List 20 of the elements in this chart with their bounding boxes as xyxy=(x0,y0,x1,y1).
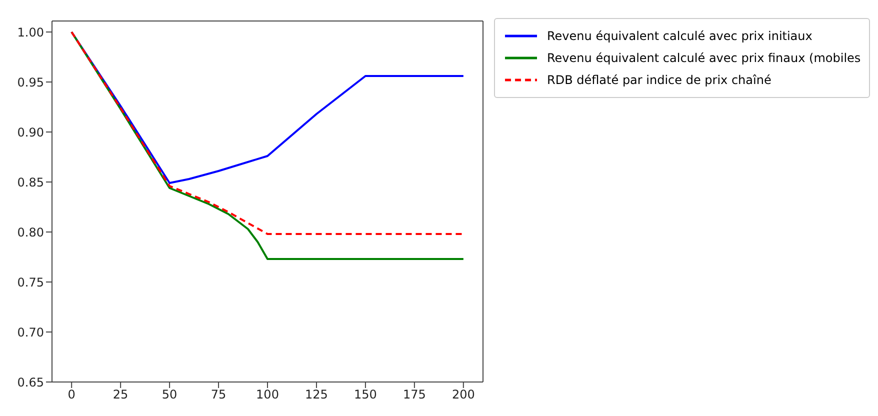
y-tick-label: 0.80 xyxy=(17,225,44,240)
y-tick-label: 0.75 xyxy=(17,275,44,290)
x-tick-label: 200 xyxy=(452,388,475,402)
x-tick-label: 175 xyxy=(402,388,426,402)
x-tick-label: 25 xyxy=(112,388,128,402)
legend-label: RDB déflaté par indice de prix chaîné xyxy=(547,73,772,87)
y-tick-label: 1.00 xyxy=(17,25,44,40)
y-tick-label: 0.85 xyxy=(17,175,44,190)
x-tick-label: 0 xyxy=(68,388,76,402)
y-tick-label: 0.70 xyxy=(17,325,44,340)
legend-label: Revenu équivalent calculé avec prix initiaux xyxy=(547,29,812,43)
x-tick-label: 75 xyxy=(210,388,226,402)
x-tick-label: 100 xyxy=(256,388,279,402)
x-tick-label: 125 xyxy=(305,388,328,402)
y-tick-label: 0.90 xyxy=(17,125,44,140)
legend-label: Revenu équivalent calculé avec prix finaux (mobiles xyxy=(547,51,861,65)
x-tick-label: 150 xyxy=(354,388,377,402)
x-tick-label: 50 xyxy=(162,388,178,402)
y-tick-label: 0.65 xyxy=(17,375,44,390)
y-tick-label: 0.95 xyxy=(17,75,44,90)
